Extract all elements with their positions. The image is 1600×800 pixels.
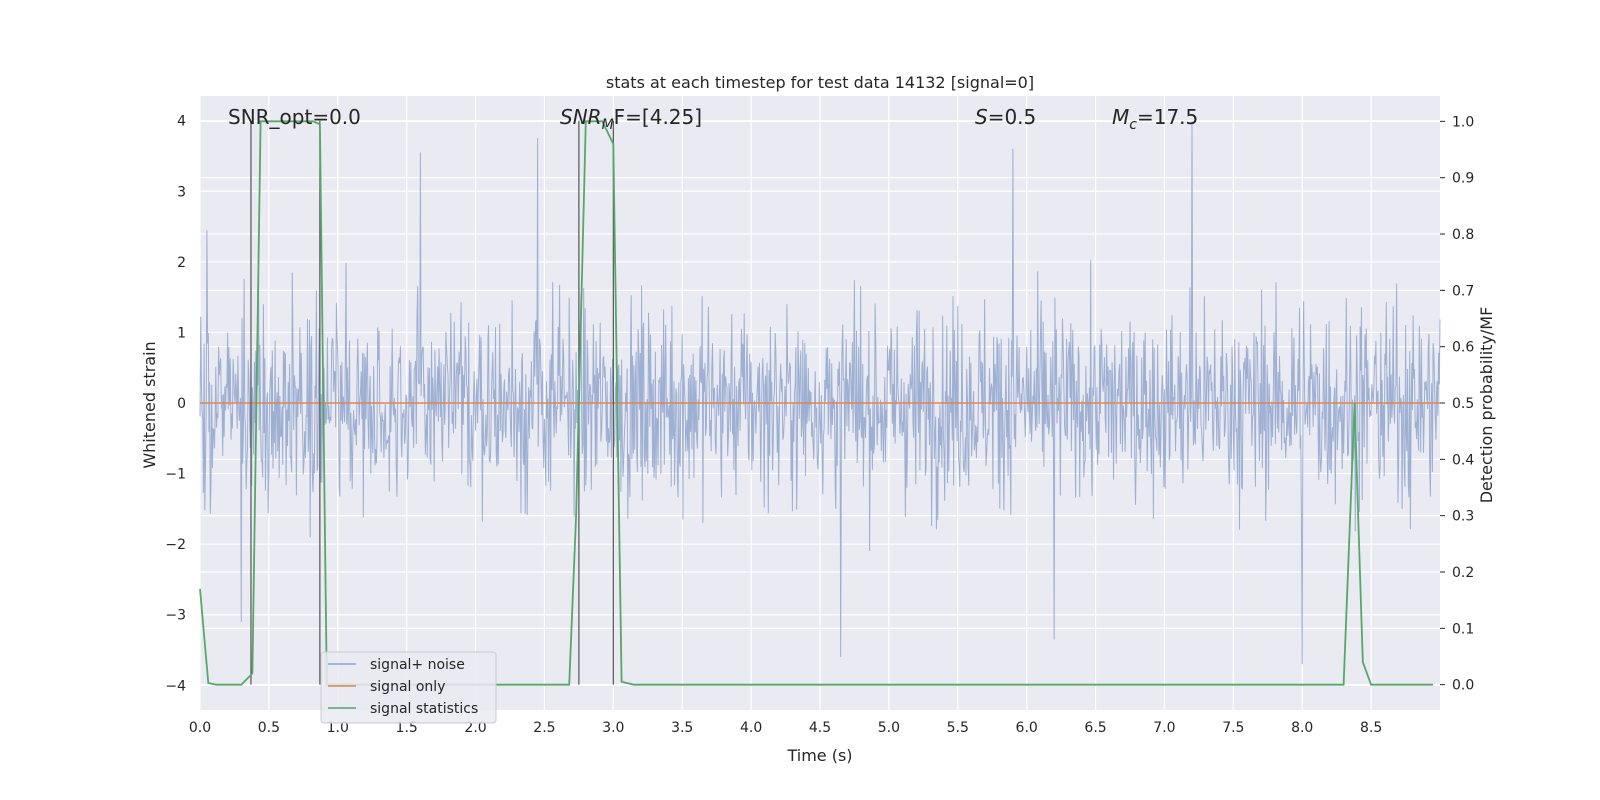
x-tick-label: 0.0 — [189, 720, 211, 736]
y-tick-label: 2 — [177, 255, 186, 271]
x-tick-label: 4.5 — [809, 720, 831, 736]
y-right-tick-label: 0.5 — [1452, 396, 1474, 412]
y-right-tick-label: 1.0 — [1452, 114, 1474, 130]
y-tick-label: −2 — [165, 537, 186, 553]
x-tick-label: 2.5 — [533, 720, 555, 736]
y-right-tick-label: 0.4 — [1452, 452, 1474, 468]
x-tick-labels: 0.0 0.5 1.0 1.5 2.0 2.5 3.0 3.5 4.0 4.5 5.0 5.5 6.0 6… — [189, 720, 1382, 736]
signal-noise-line — [199, 120, 1441, 665]
snr-opt-annotation: SNR_opt=0.0 — [228, 105, 361, 129]
x-tick-label: 5.5 — [947, 720, 969, 736]
y-tick-label: −4 — [165, 678, 186, 694]
y-right-tick-label: 0.0 — [1452, 678, 1474, 694]
snr-mf-annotation: SNRMF=[4.25] — [560, 105, 702, 133]
y-right-tick-label: 0.7 — [1452, 283, 1474, 299]
s-annotation: S=0.5 — [975, 105, 1036, 129]
x-tick-label: 4.0 — [740, 720, 762, 736]
x-tick-label: 3.5 — [671, 720, 693, 736]
x-tick-label: 6.5 — [1084, 720, 1106, 736]
y-tick-label: 4 — [177, 114, 186, 130]
x-tick-label: 2.0 — [464, 720, 486, 736]
x-tick-label: 7.0 — [1153, 720, 1175, 736]
y-tick-label: 0 — [177, 396, 186, 412]
legend-label-signal-only: signal only — [370, 679, 445, 695]
legend-label-signal-noise: signal+ noise — [370, 657, 465, 673]
x-tick-label: 8.0 — [1291, 720, 1313, 736]
y-tick-label: −3 — [165, 608, 186, 624]
x-tick-label: 7.5 — [1222, 720, 1244, 736]
y-axis-label: Whitened strain — [140, 341, 159, 468]
x-tick-label: 0.5 — [258, 720, 280, 736]
y-right-tick-label: 0.3 — [1452, 509, 1474, 525]
x-axis-label: Time (s) — [786, 746, 852, 765]
y-right-tick-labels: 0.0 0.1 0.2 0.3 0.4 0.5 0.6 0.7 0.8 0.9 1.0 — [1440, 114, 1474, 694]
signal-statistics-series — [199, 120, 1434, 686]
y-tick-labels: −4 −3 −2 −1 0 1 2 3 4 — [165, 114, 186, 695]
x-tick-label: 6.0 — [1016, 720, 1038, 736]
legend: signal+ noise signal only signal statist… — [320, 651, 497, 724]
y-right-tick-label: 0.9 — [1452, 171, 1474, 187]
signal-statistics-line — [199, 120, 1434, 686]
x-tick-label: 8.5 — [1360, 720, 1382, 736]
y-tick-label: −1 — [165, 467, 186, 483]
mc-annotation: Mc=17.5 — [1112, 105, 1198, 133]
y-right-tick-label: 0.8 — [1452, 227, 1474, 243]
y-right-axis-label: Detection probability/MF — [1477, 307, 1496, 504]
signal-noise-series — [199, 120, 1441, 665]
y-right-tick-label: 0.6 — [1452, 340, 1474, 356]
legend-label-signal-statistics: signal statistics — [370, 701, 478, 717]
legend-box — [320, 651, 497, 724]
y-tick-label: 1 — [177, 325, 186, 341]
y-right-tick-label: 0.2 — [1452, 565, 1474, 581]
x-tick-label: 3.0 — [602, 720, 624, 736]
x-tick-label: 1.0 — [327, 720, 349, 736]
x-tick-label: 1.5 — [396, 720, 418, 736]
x-tick-label: 5.0 — [878, 720, 900, 736]
y-tick-label: 3 — [177, 184, 186, 200]
chart-title: stats at each timestep for test data 141… — [606, 73, 1034, 92]
y-right-tick-label: 0.1 — [1452, 621, 1474, 637]
